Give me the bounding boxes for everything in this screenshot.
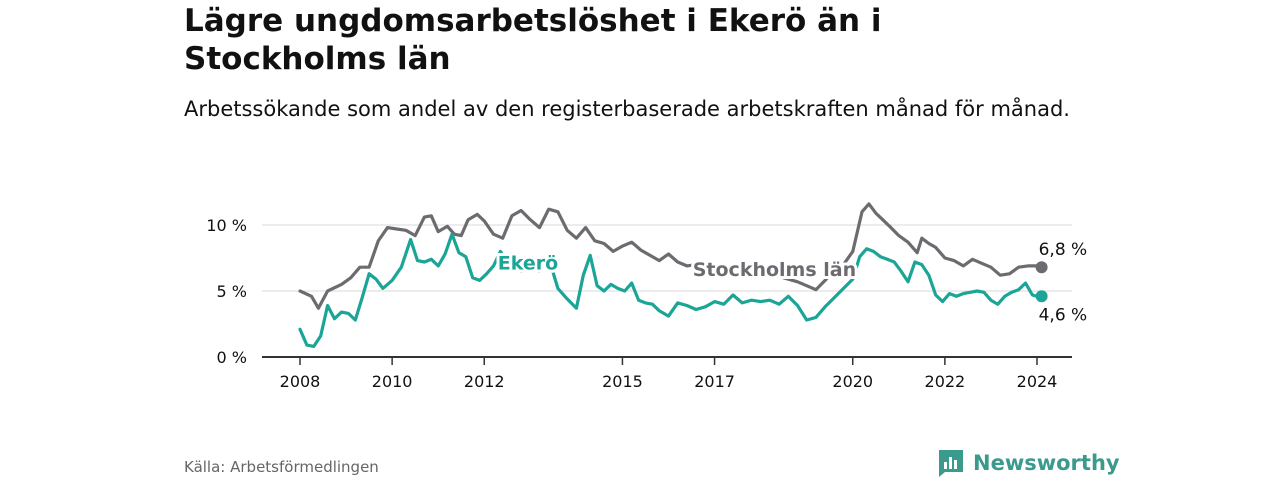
x-tick-label: 2024: [1017, 372, 1058, 391]
end-label-ekero: 4,6 %: [1039, 305, 1088, 325]
chart-subtitle: Arbetssökande som andel av den registerb…: [184, 97, 1070, 121]
end-point-ekero: [1035, 290, 1048, 303]
source-note: Källa: Arbetsförmedlingen: [184, 458, 379, 476]
end-label-stockholm: 6,8 %: [1039, 240, 1088, 260]
x-tick-label: 2017: [694, 372, 735, 391]
end-point-stockholm: [1035, 261, 1048, 274]
line-chart: 0 % 5 % 10 % 2008 2010 2012 2015 2017 2020 2022 20…: [206, 202, 1089, 391]
y-tick-label: 5 %: [217, 282, 247, 301]
series-label-ekero: Ekerö: [498, 252, 558, 274]
x-tick-label: 2020: [832, 372, 873, 391]
series-line-stockholm: [298, 202, 1044, 310]
y-tick-label: 0 %: [217, 348, 247, 367]
x-tick-label: 2015: [602, 372, 643, 391]
brand-name: Newsworthy: [973, 451, 1120, 475]
x-tick-label: 2010: [372, 372, 413, 391]
x-tick-label: 2012: [464, 372, 505, 391]
series-line-ekero: [298, 232, 1044, 348]
newsworthy-logo-icon: [939, 450, 963, 477]
brand-logo[interactable]: Newsworthy: [937, 448, 1120, 478]
series-label-stockholm: Stockholms län: [693, 259, 856, 281]
y-tick-label: 10 %: [206, 216, 247, 235]
x-tick-label: 2008: [280, 372, 321, 391]
x-tick-label: 2022: [925, 372, 966, 391]
chart-title: Lägre ungdomsarbetslöshet i Ekerö än i S…: [184, 3, 882, 77]
